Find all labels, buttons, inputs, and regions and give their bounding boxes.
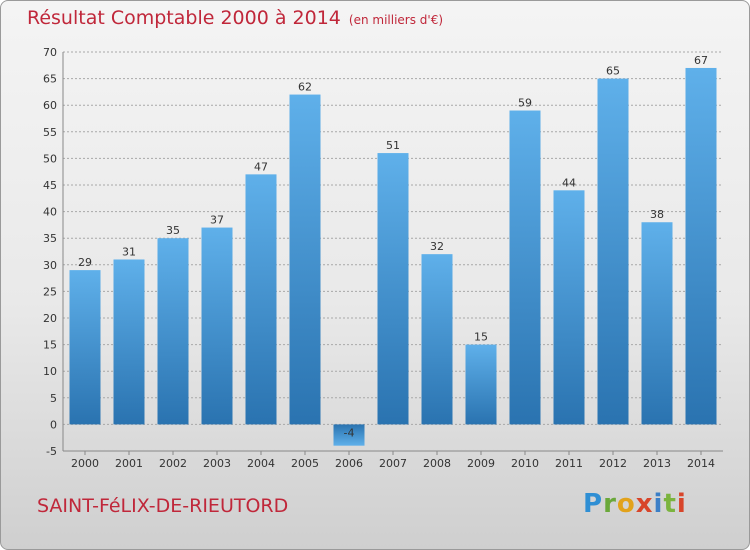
x-tick-label: 2003 <box>203 457 231 470</box>
x-tick-label: 2005 <box>291 457 319 470</box>
y-tick-label: 60 <box>43 99 57 112</box>
data-label-2002: 35 <box>166 224 180 237</box>
y-tick-label: 35 <box>43 232 57 245</box>
y-tick-label: 30 <box>43 259 57 272</box>
y-tick-label: 55 <box>43 126 57 139</box>
data-label-2001: 31 <box>122 245 136 258</box>
data-label-2000: 29 <box>78 256 92 269</box>
bar-2012 <box>597 78 629 425</box>
bar-2001 <box>113 259 145 425</box>
data-label-2012: 65 <box>606 65 620 78</box>
bar-2000 <box>69 270 101 425</box>
y-tick-label: 10 <box>43 365 57 378</box>
commune-name: SAINT-FéLIX-DE-RIEUTORD <box>37 495 289 517</box>
data-label-2006: -4 <box>344 426 355 439</box>
bar-2013 <box>641 222 673 425</box>
y-tick-label: 40 <box>43 206 57 219</box>
y-tick-label: 65 <box>43 73 57 86</box>
data-label-2007: 51 <box>386 139 400 152</box>
x-tick-label: 2007 <box>379 457 407 470</box>
y-tick-label: 70 <box>43 46 57 59</box>
bar-2002 <box>157 238 189 425</box>
data-label-2010: 59 <box>518 97 532 110</box>
data-label-2005: 62 <box>298 81 312 94</box>
data-label-2004: 47 <box>254 160 268 173</box>
x-tick-label: 2013 <box>643 457 671 470</box>
data-label-2008: 32 <box>430 240 444 253</box>
y-tick-label: 15 <box>43 339 57 352</box>
bar-2008 <box>421 254 453 425</box>
chart-title: Résultat Comptable 2000 à 2014 (en millie… <box>27 7 443 29</box>
x-tick-label: 2001 <box>115 457 143 470</box>
y-tick-label: 5 <box>50 392 57 405</box>
data-label-2013: 38 <box>650 208 664 221</box>
y-tick-label: 50 <box>43 152 57 165</box>
bar-2003 <box>201 227 233 425</box>
data-label-2003: 37 <box>210 214 224 227</box>
data-label-2011: 44 <box>562 176 576 189</box>
x-tick-label: 2010 <box>511 457 539 470</box>
chart-title-main: Résultat Comptable 2000 à 2014 <box>27 7 341 29</box>
x-tick-label: 2006 <box>335 457 363 470</box>
x-tick-label: 2014 <box>687 457 715 470</box>
y-tick-label: -5 <box>46 445 57 458</box>
bar-2011 <box>553 190 585 425</box>
bar-2010 <box>509 110 541 425</box>
data-label-2014: 67 <box>694 54 708 67</box>
bar-2006 <box>333 424 365 446</box>
y-tick-label: 25 <box>43 285 57 298</box>
x-tick-label: 2009 <box>467 457 495 470</box>
bar-2004 <box>245 174 277 425</box>
x-tick-label: 2008 <box>423 457 451 470</box>
y-tick-label: 45 <box>43 179 57 192</box>
proxiti-logo: Proxiti <box>583 489 687 519</box>
x-tick-label: 2012 <box>599 457 627 470</box>
y-tick-label: 20 <box>43 312 57 325</box>
x-tick-label: 2011 <box>555 457 583 470</box>
bar-2007 <box>377 153 409 425</box>
y-tick-label: 0 <box>50 418 57 431</box>
x-tick-label: 2000 <box>71 457 99 470</box>
bar-2005 <box>289 94 321 425</box>
data-label-2009: 15 <box>474 331 488 344</box>
bar-2009 <box>465 344 497 425</box>
chart-title-unit: (en milliers d'€) <box>348 13 444 27</box>
x-tick-label: 2004 <box>247 457 275 470</box>
x-tick-label: 2002 <box>159 457 187 470</box>
bar-2014 <box>685 67 717 425</box>
